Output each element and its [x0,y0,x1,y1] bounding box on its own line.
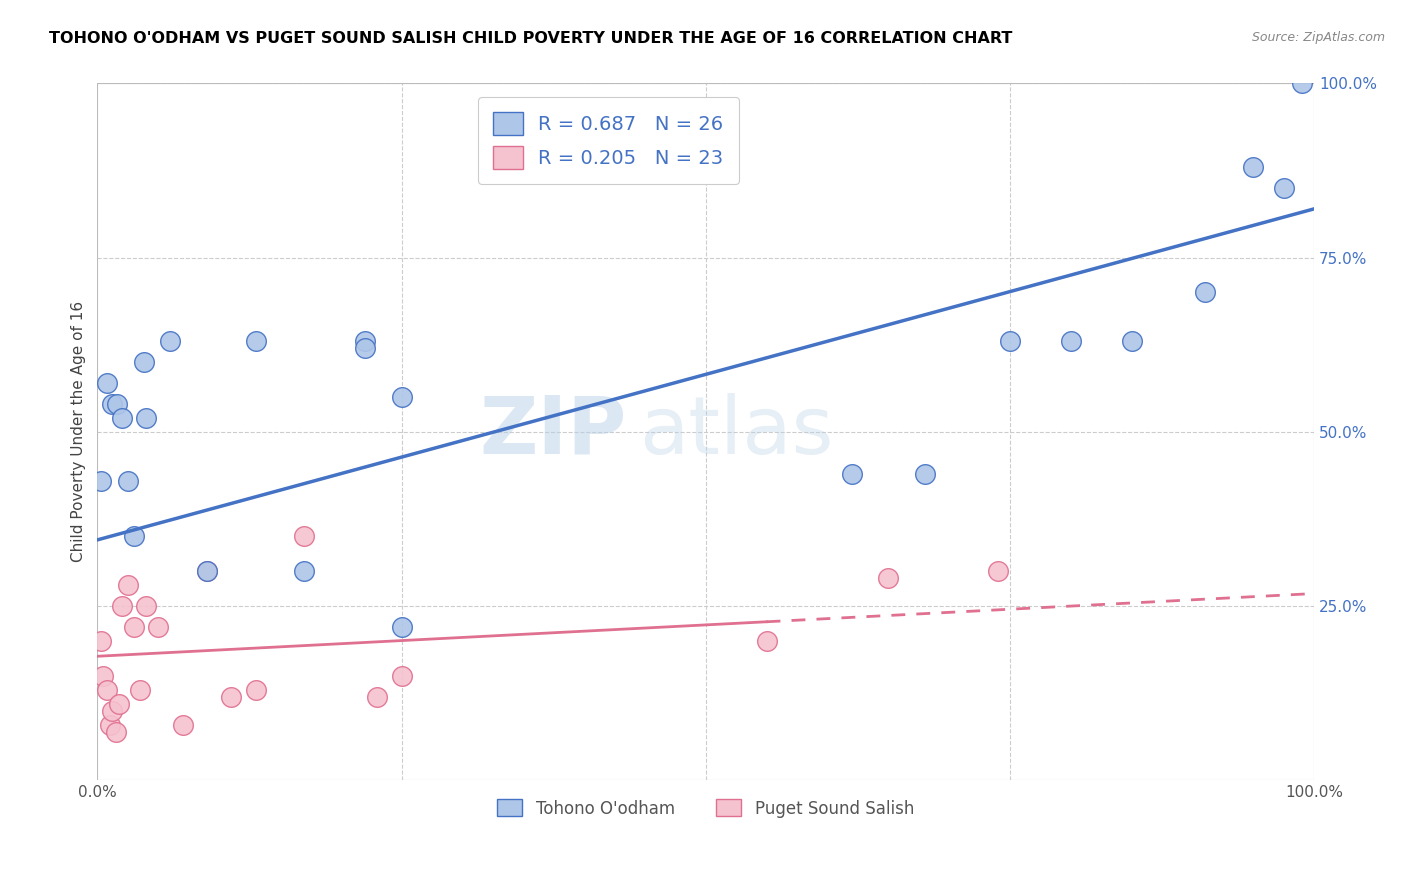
Point [987,564,1010,578]
Point [1121,334,1143,349]
Point [117,474,139,488]
Point [354,334,377,349]
Text: TOHONO O'ODHAM VS PUGET SOUND SALISH CHILD POVERTY UNDER THE AGE OF 16 CORRELATI: TOHONO O'ODHAM VS PUGET SOUND SALISH CHI… [49,31,1012,46]
Point [292,529,315,543]
Point [122,620,145,634]
Point [122,529,145,543]
Text: ZIP: ZIP [479,392,627,471]
Point [117,578,139,592]
Point [1060,334,1083,349]
Point [391,620,413,634]
Point [841,467,863,481]
Point [90,474,112,488]
Y-axis label: Child Poverty Under the Age of 16: Child Poverty Under the Age of 16 [72,301,86,563]
Point [391,669,413,683]
Point [292,564,315,578]
Point [129,682,152,697]
Point [135,411,157,425]
Point [391,390,413,404]
Point [1194,285,1216,300]
Point [195,564,218,578]
Point [101,704,124,718]
Point [98,717,121,731]
Point [105,397,128,411]
Point [135,599,157,613]
Text: atlas: atlas [638,392,834,471]
Point [1272,181,1295,195]
Point [111,599,134,613]
Point [93,669,115,683]
Point [354,341,377,355]
Point [366,690,388,704]
Point [877,571,900,585]
Point [195,564,218,578]
Legend: Tohono O'odham, Puget Sound Salish: Tohono O'odham, Puget Sound Salish [491,793,921,824]
Point [219,690,242,704]
Point [101,397,124,411]
Text: Source: ZipAtlas.com: Source: ZipAtlas.com [1251,31,1385,45]
Point [90,634,112,648]
Point [245,682,267,697]
Point [104,724,127,739]
Point [132,355,155,369]
Point [172,717,194,731]
Point [1241,160,1264,174]
Point [914,467,936,481]
Point [245,334,267,349]
Point [96,682,118,697]
Point [96,376,118,390]
Point [159,334,181,349]
Point [998,334,1021,349]
Point [108,697,131,711]
Point [111,411,134,425]
Point [755,634,778,648]
Point [1291,77,1313,91]
Point [148,620,170,634]
